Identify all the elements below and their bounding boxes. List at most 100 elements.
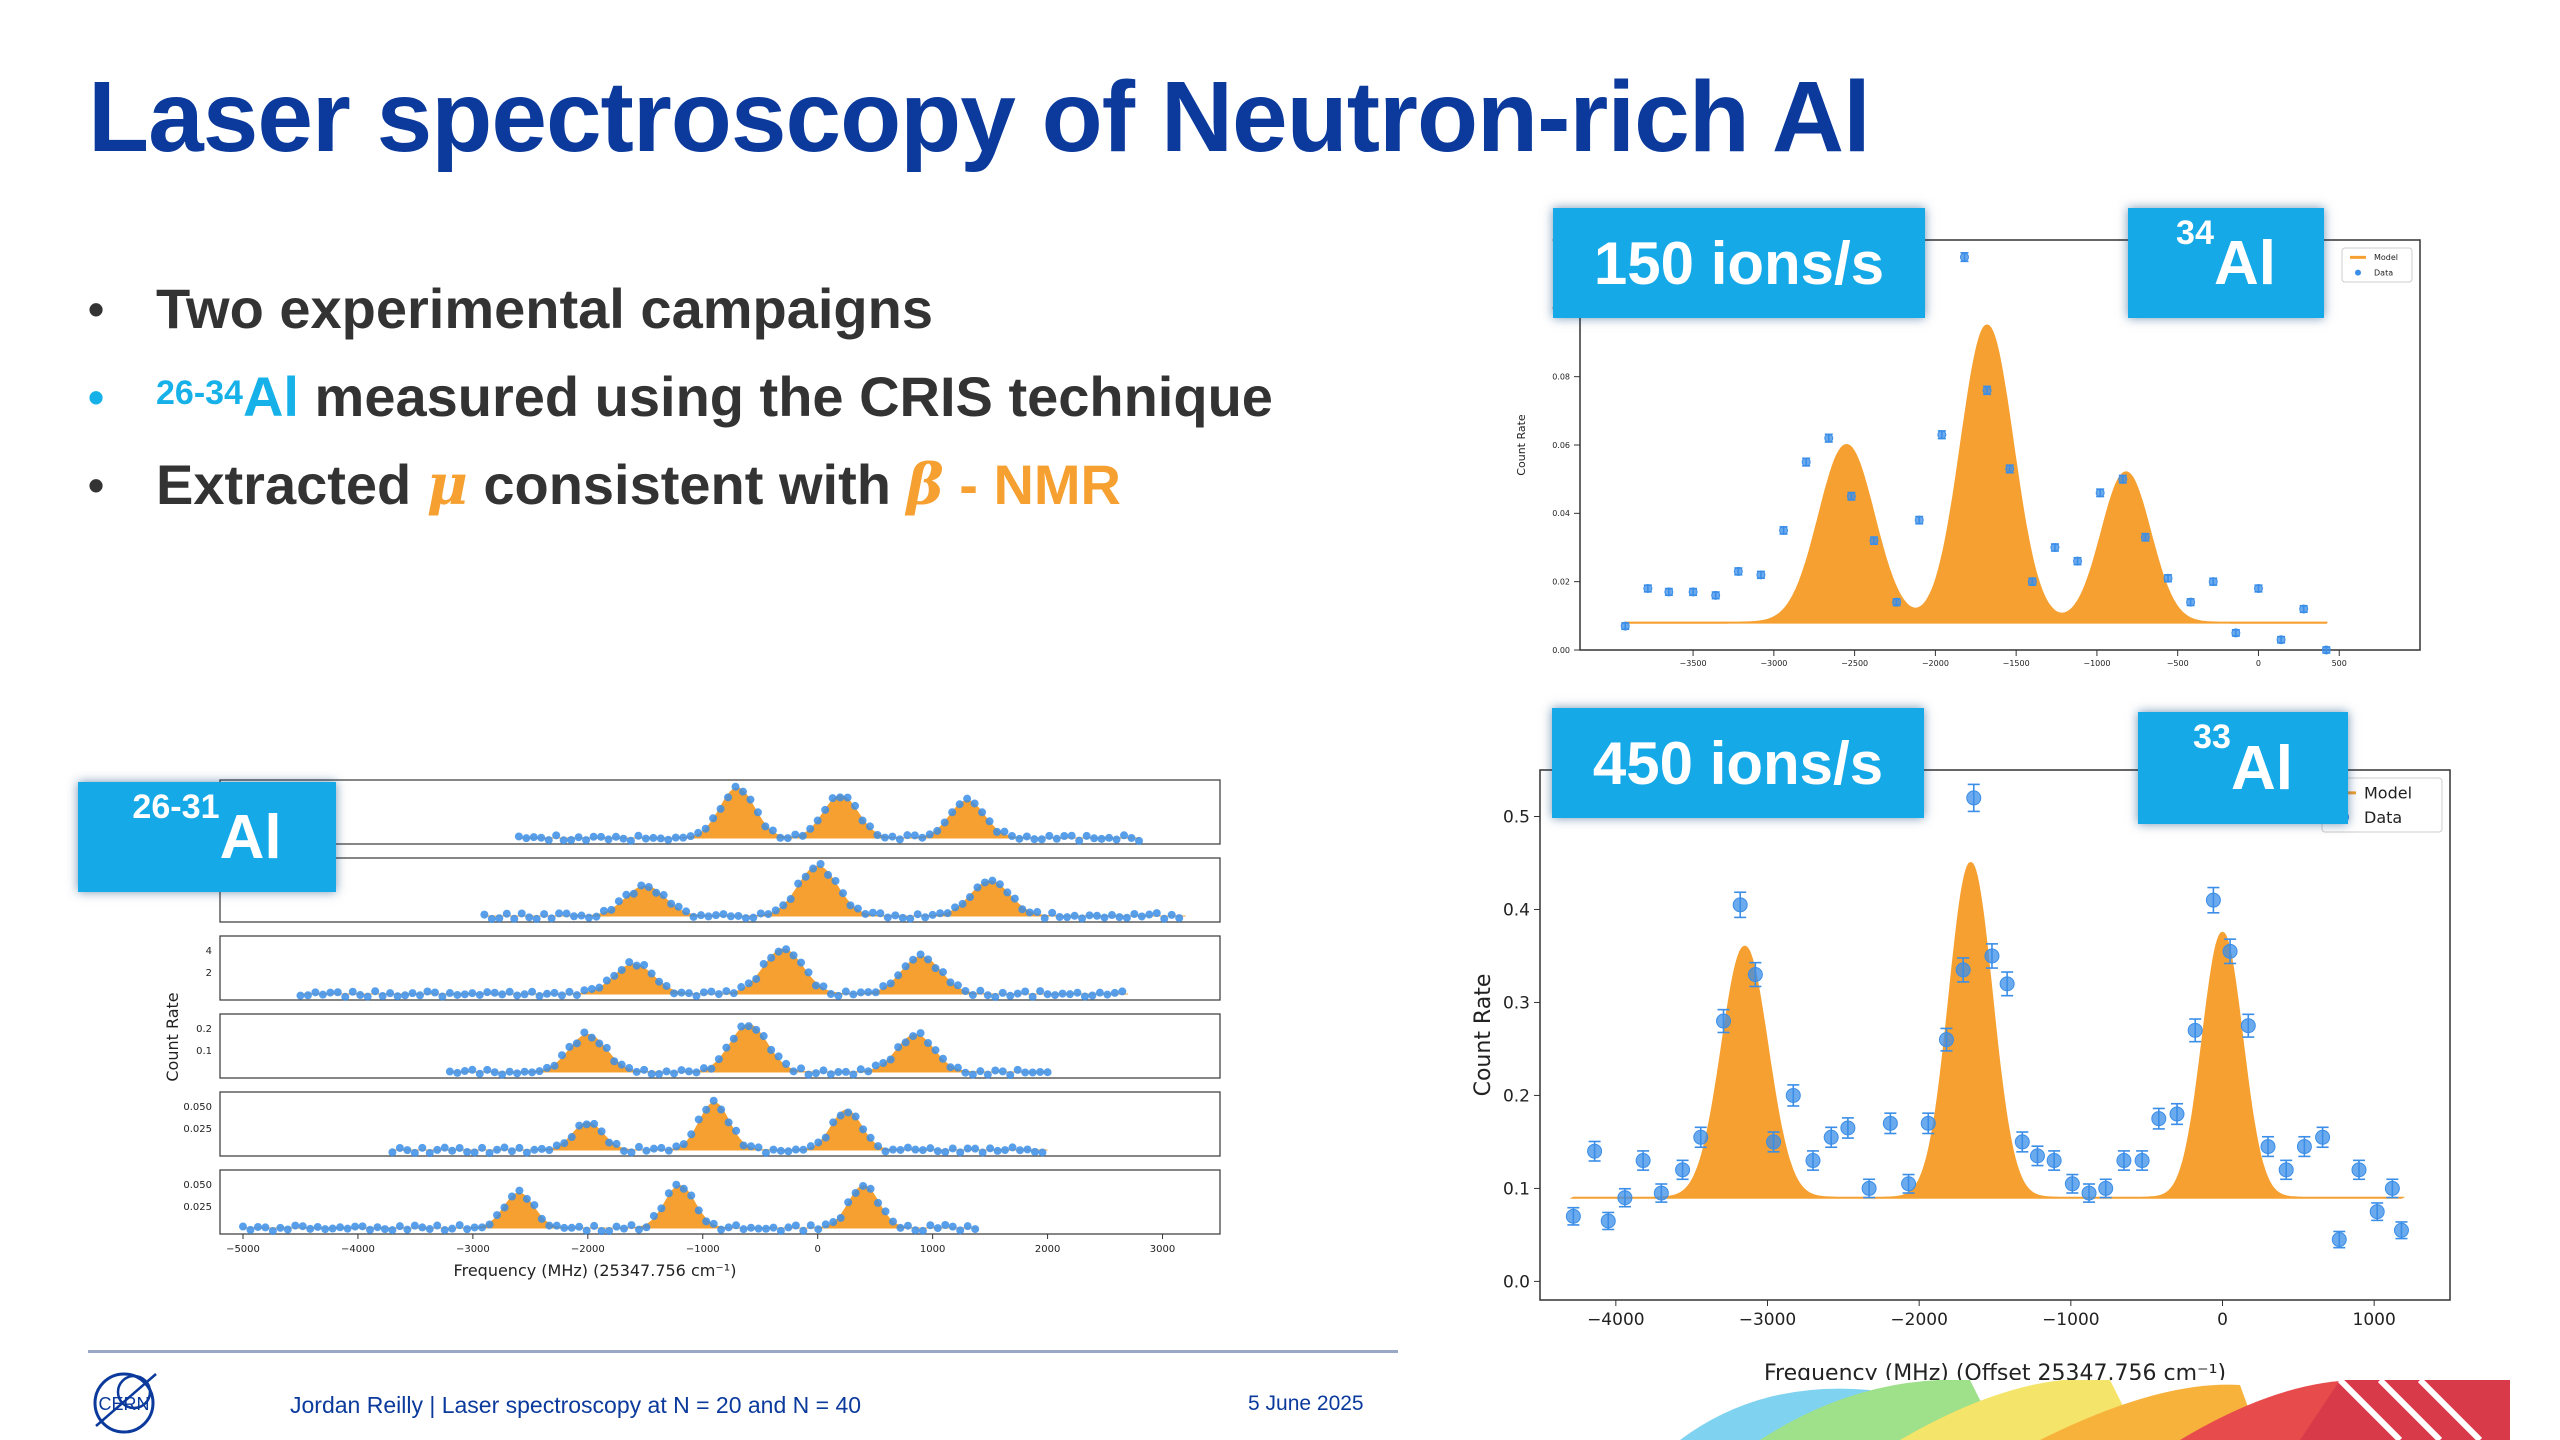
data-point [971, 1144, 980, 1153]
data-point [883, 913, 892, 922]
data-point [493, 1145, 502, 1154]
data-point [911, 1145, 920, 1154]
data-point [998, 988, 1007, 997]
data-point [1716, 1008, 1732, 1034]
data-point [786, 895, 795, 904]
data-point [811, 1069, 820, 1078]
data-point [753, 808, 762, 817]
data-point [642, 1146, 651, 1155]
data-point [1643, 584, 1653, 593]
x-tick-label: 1000 [920, 1244, 945, 1255]
data-point [507, 1192, 516, 1201]
data-point [557, 991, 566, 1000]
data-point [1107, 911, 1116, 920]
data-point [879, 982, 888, 991]
data-point [849, 990, 858, 999]
data-point [911, 1226, 920, 1235]
data-point [1600, 1211, 1616, 1231]
data-point [590, 1221, 599, 1230]
data-point [754, 1143, 763, 1152]
data-point [811, 981, 820, 990]
data-point [2140, 532, 2150, 542]
data-point [2029, 1145, 2045, 1167]
data-point [871, 988, 880, 997]
data-point [2299, 604, 2309, 614]
data-point [430, 988, 439, 997]
data-point [543, 1063, 552, 1072]
data-point [550, 988, 559, 997]
data-point [1006, 1070, 1015, 1079]
data-point [1001, 1146, 1010, 1155]
data-point [1067, 831, 1076, 840]
data-point [1733, 566, 1743, 576]
data-point [386, 989, 395, 998]
data-point [1861, 1178, 1877, 1199]
data-point [602, 976, 611, 985]
data-point [1152, 909, 1161, 918]
data-point [634, 1142, 643, 1151]
data-point [829, 1118, 838, 1127]
data-point [819, 1066, 828, 1075]
bullet-text: Extracted [156, 453, 427, 516]
data-point [853, 904, 862, 913]
data-point [978, 1148, 987, 1157]
data-point [819, 982, 828, 991]
data-point [380, 1225, 389, 1234]
data-point [485, 1220, 494, 1229]
data-point [821, 1133, 830, 1142]
data-point [687, 1191, 696, 1200]
data-point [801, 872, 810, 881]
data-point [961, 1068, 970, 1077]
data-point [445, 1067, 454, 1076]
data-point [1018, 905, 1027, 914]
data-point [799, 1145, 808, 1154]
data-point [373, 1223, 382, 1232]
data-point [525, 913, 534, 922]
data-point [876, 909, 885, 918]
data-point [941, 1147, 950, 1156]
data-point [306, 1224, 315, 1233]
data-point [1937, 430, 1947, 440]
data-point [856, 988, 865, 997]
data-point [1022, 832, 1031, 841]
data-point [530, 1145, 539, 1154]
y-tick-label: 0.2 [196, 1024, 212, 1035]
data-point [2081, 1183, 2097, 1203]
data-point [784, 1147, 793, 1156]
bullet-dot: • [88, 459, 105, 511]
data-point [655, 977, 664, 986]
data-point [1785, 1084, 1801, 1107]
data-point [2369, 1202, 2385, 1222]
data-point [1920, 1112, 1936, 1135]
data-point [986, 1144, 995, 1153]
data-point [846, 901, 855, 910]
data-point [2351, 1159, 2367, 1181]
data-point [498, 1070, 507, 1079]
data-point [351, 1222, 360, 1231]
legend-data-swatch [2355, 269, 2361, 276]
data-point [515, 1186, 524, 1195]
x-tick-label: −1000 [2042, 1310, 2100, 1330]
data-point [363, 992, 372, 1001]
data-point [283, 1225, 292, 1234]
data-point [582, 1120, 591, 1129]
data-point [1030, 1147, 1039, 1156]
nmr-text: - NMR [943, 453, 1121, 516]
data-point [1779, 525, 1789, 535]
data-point [1120, 831, 1129, 840]
data-point [298, 1222, 307, 1231]
data-point [963, 794, 972, 803]
data-point [674, 902, 683, 911]
data-point [806, 1221, 815, 1230]
data-point [993, 1146, 1002, 1155]
data-point [983, 991, 992, 1000]
data-point [610, 971, 619, 980]
data-point [1565, 1206, 1581, 1226]
data-point [311, 988, 320, 997]
data-point [694, 1115, 703, 1124]
data-point [866, 822, 874, 831]
data-point [739, 1225, 748, 1234]
x-tick-label: −2500 [1841, 659, 1868, 668]
data-point [824, 870, 833, 879]
y-tick-label: 0.04 [1552, 509, 1570, 518]
